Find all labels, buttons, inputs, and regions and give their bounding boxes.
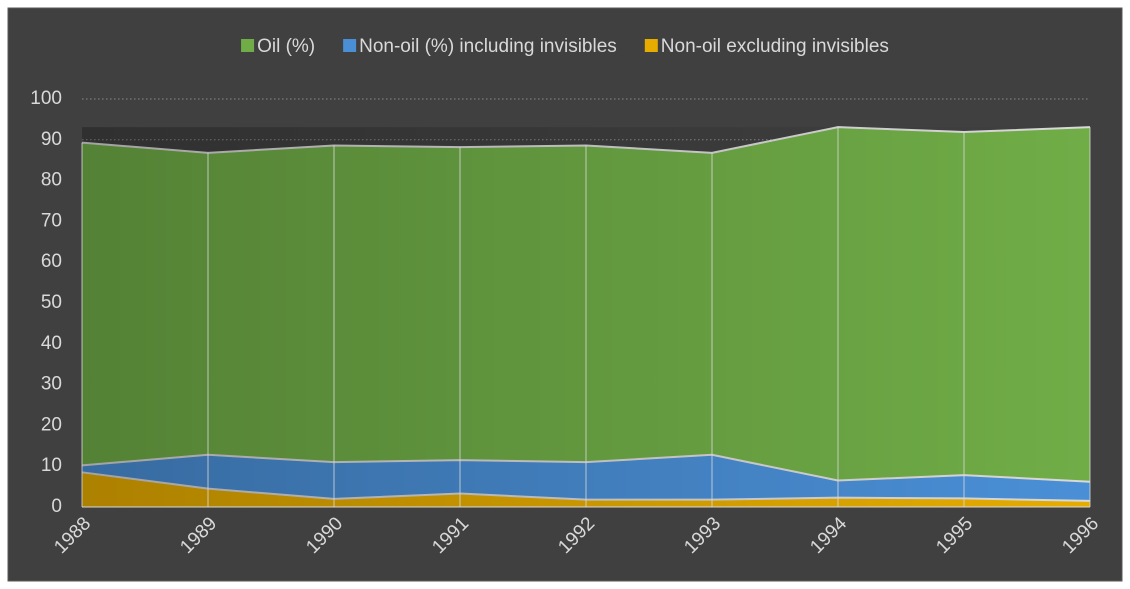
y-tick-label: 0 — [51, 496, 62, 517]
y-tick-label: 50 — [41, 292, 62, 313]
legend-label: Oil (%) — [257, 36, 315, 57]
legend-swatch — [644, 39, 658, 52]
legend-swatch — [343, 39, 357, 52]
y-tick-label: 30 — [41, 374, 62, 395]
y-tick-label: 70 — [41, 210, 62, 231]
legend-swatch — [241, 39, 255, 52]
legend: Oil (%) Non-oil (%) including invisibles N… — [241, 36, 889, 57]
y-tick-label: 20 — [41, 414, 62, 435]
y-tick-label: 80 — [41, 170, 62, 191]
y-tick-label: 40 — [41, 333, 62, 354]
legend-label: Non-oil excluding invisibles — [661, 36, 889, 57]
y-tick-label: 100 — [30, 88, 62, 109]
legend-label: Non-oil (%) including invisibles — [359, 36, 617, 57]
y-tick-label: 90 — [41, 129, 62, 150]
y-tick-label: 10 — [41, 455, 62, 476]
y-tick-label: 60 — [41, 251, 62, 272]
